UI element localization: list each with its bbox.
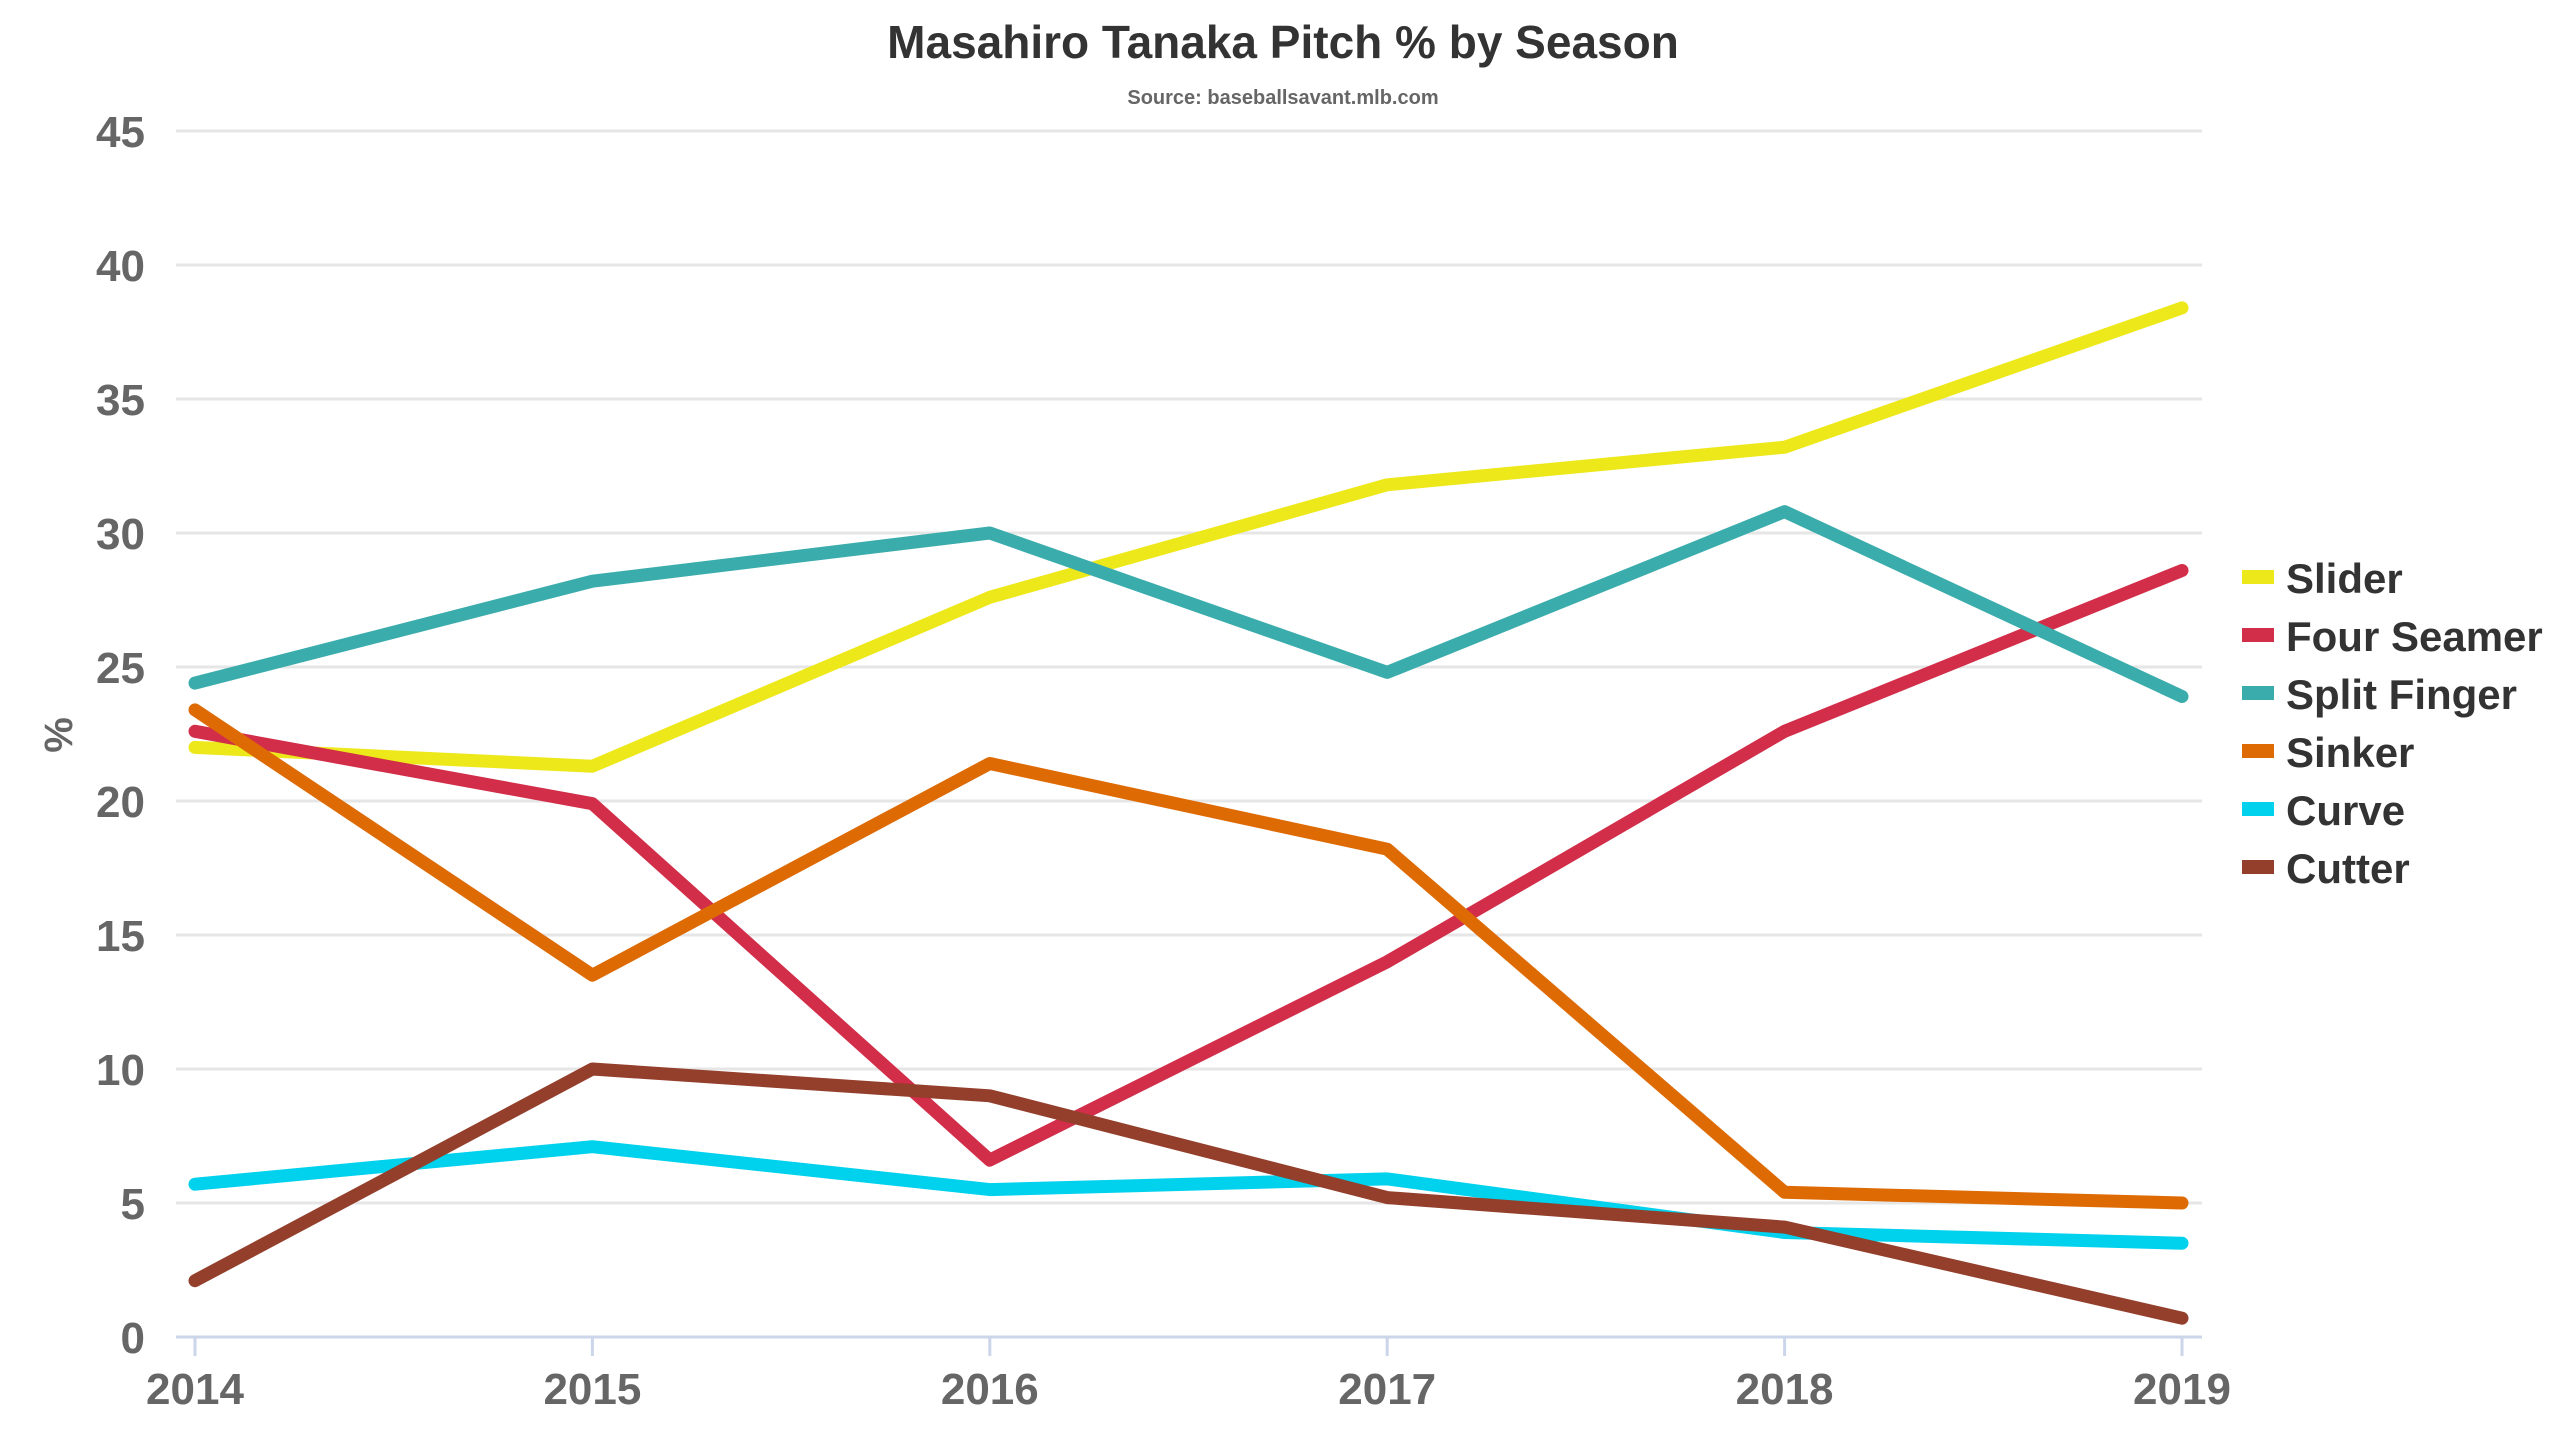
- y-tick-label: 10: [96, 1046, 145, 1095]
- x-tick-label: 2014: [146, 1365, 244, 1414]
- legend-item[interactable]: Curve: [2242, 787, 2405, 834]
- y-axis-ticks: 0 5 10 15 20 25 30 35 40 45: [96, 108, 145, 1363]
- series-line-four-seamer[interactable]: [188, 564, 2189, 1167]
- x-tick-label: 2017: [1338, 1365, 1436, 1414]
- series-line-slider[interactable]: [188, 301, 2189, 773]
- legend-swatch: [2242, 744, 2274, 758]
- series-line-sinker[interactable]: [188, 703, 2189, 1210]
- legend-item[interactable]: Cutter: [2242, 845, 2410, 892]
- gridlines: [176, 129, 2202, 1205]
- legend-item[interactable]: Split Finger: [2242, 671, 2517, 718]
- chart-title: Masahiro Tanaka Pitch % by Season: [887, 16, 1679, 68]
- legend-swatch: [2242, 628, 2274, 642]
- x-tick-label: 2016: [941, 1365, 1039, 1414]
- y-tick-label: 40: [96, 242, 145, 291]
- x-axis: 2014 2015 2016 2017 2018 2019: [146, 1335, 2231, 1414]
- x-tick-label: 2019: [2133, 1365, 2231, 1414]
- legend-label: Sinker: [2286, 729, 2414, 776]
- legend-item[interactable]: Slider: [2242, 555, 2403, 602]
- y-tick-label: 25: [96, 644, 145, 693]
- legend-label: Slider: [2286, 555, 2403, 602]
- legend-swatch: [2242, 686, 2274, 700]
- legend-label: Four Seamer: [2286, 613, 2543, 660]
- legend-label: Curve: [2286, 787, 2405, 834]
- legend-item[interactable]: Four Seamer: [2242, 613, 2543, 660]
- y-tick-label: 30: [96, 510, 145, 559]
- legend: Slider Four Seamer Split Finger Sinker Curve…: [2242, 555, 2543, 892]
- chart-subtitle: Source: baseballsavant.mlb.com: [1127, 87, 1438, 109]
- series-line-split-finger[interactable]: [188, 505, 2189, 703]
- legend-swatch: [2242, 860, 2274, 874]
- y-tick-label: 0: [121, 1314, 145, 1363]
- legend-label: Cutter: [2286, 845, 2410, 892]
- legend-swatch: [2242, 802, 2274, 816]
- y-axis-label: %: [37, 717, 81, 753]
- series-line-cutter[interactable]: [188, 1062, 2189, 1325]
- y-tick-label: 20: [96, 778, 145, 827]
- x-tick-label: 2018: [1736, 1365, 1834, 1414]
- y-tick-label: 5: [121, 1180, 145, 1229]
- series-line-curve[interactable]: [188, 1140, 2189, 1250]
- legend-item[interactable]: Sinker: [2242, 729, 2414, 776]
- y-tick-label: 15: [96, 912, 145, 961]
- y-tick-label: 45: [96, 108, 145, 157]
- legend-swatch: [2242, 570, 2274, 584]
- legend-label: Split Finger: [2286, 671, 2517, 718]
- x-tick-label: 2015: [543, 1365, 641, 1414]
- series-lines: [188, 301, 2189, 1325]
- y-tick-label: 35: [96, 376, 145, 425]
